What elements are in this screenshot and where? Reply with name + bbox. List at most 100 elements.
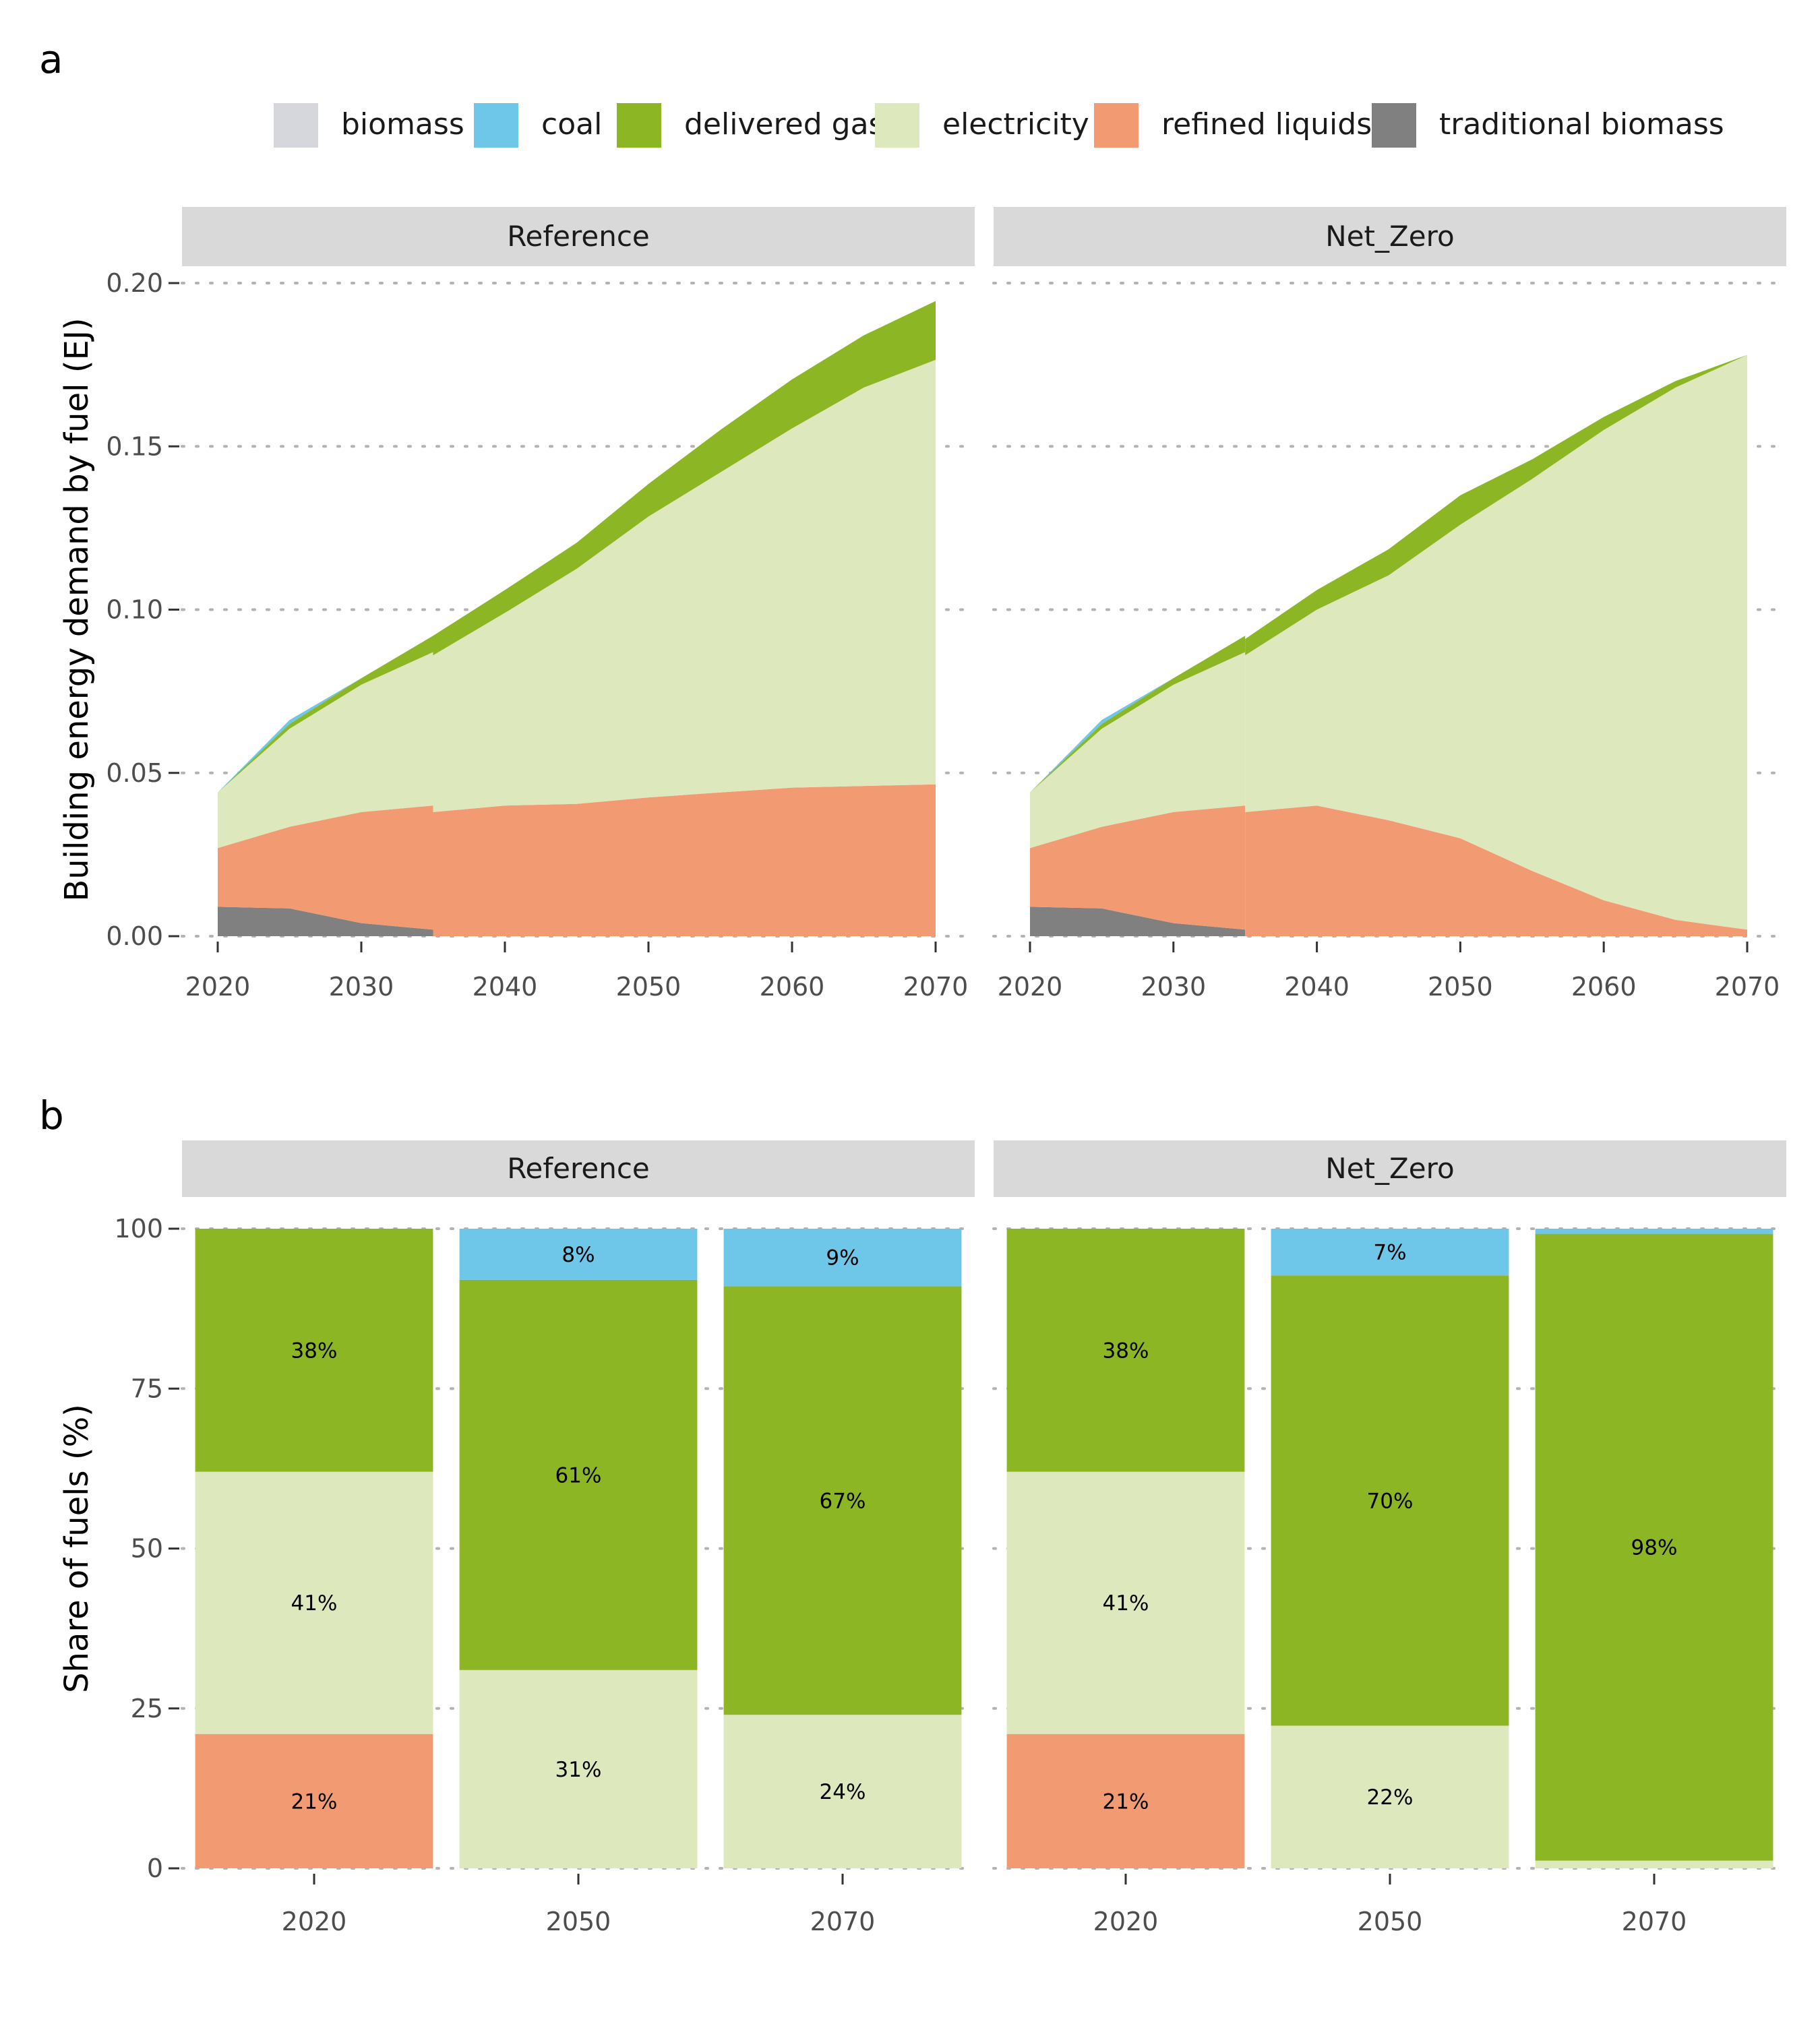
x-tick-label: 2050 (1428, 972, 1493, 1002)
bar-segment-delivered-gas (723, 1286, 962, 1715)
area-refined-liquids (218, 805, 433, 930)
bar-value-label: 8% (562, 1243, 595, 1267)
panel-label-a: a (39, 36, 63, 82)
panel-b-bars-net-zero: 21% 41% 38% 22% 70% 7% 98% (1006, 1229, 1773, 1868)
y-tick-label: 0.10 (106, 595, 163, 625)
bar-segment-delivered-gas (459, 1279, 698, 1670)
bar-segment-coal (459, 1229, 698, 1280)
panel-label-b: b (39, 1093, 64, 1138)
x-tick-label: 2030 (1141, 972, 1206, 1002)
x-tick-label: 2030 (329, 972, 394, 1002)
panel-b-y-axis-title: Share of fuels (%) (58, 1404, 96, 1693)
facet-strip-reference: Reference (182, 207, 975, 266)
bar-segment-delivered-gas (1006, 1229, 1245, 1472)
legend-key-coal (474, 103, 518, 148)
y-tick-label: 0.15 (106, 431, 163, 461)
bar-value-label: 67% (820, 1489, 866, 1513)
facet-strip-label: Reference (507, 220, 650, 253)
bar-segment-electricity (1271, 1725, 1509, 1868)
x-tick-label: 2070 (810, 1907, 876, 1936)
area-refined-liquids (1030, 805, 1246, 930)
facet-strip-background (182, 1140, 975, 1197)
x-tick-label: 2070 (1715, 972, 1780, 1002)
bar-segment-delivered-gas (195, 1229, 433, 1472)
x-tick-label: 2070 (1622, 1907, 1687, 1936)
bar-value-label: 31% (555, 1758, 602, 1782)
y-tick-label: 0.00 (106, 921, 163, 951)
area-electricity (433, 359, 936, 812)
legend-key-biomass (274, 103, 318, 148)
area-delivered-gas (433, 301, 936, 656)
panel-b-bars-reference: 21% 41% 38% 31% 61% 8% 24% 67% 9% (195, 1229, 962, 1868)
x-tick-label: 2060 (760, 972, 825, 1002)
y-tick-label: 100 (114, 1214, 163, 1244)
facet-strip-reference: Reference (182, 1140, 975, 1197)
legend-label-coal: coal (541, 107, 602, 142)
y-tick-label: 75 (131, 1374, 163, 1403)
panel-a-y-axis-title: Building energy demand by fuel (EJ) (58, 317, 96, 901)
y-tick-label: 0.20 (106, 268, 163, 298)
bar-value-label: 41% (1103, 1591, 1149, 1616)
bar-value-label: 38% (291, 1339, 338, 1363)
facet-strip-background (994, 1140, 1786, 1197)
y-tick-label: 0 (147, 1854, 163, 1883)
x-tick-label: 2040 (1284, 972, 1349, 1002)
area-delivered-gas (218, 636, 433, 793)
bar-value-label: 21% (291, 1789, 338, 1814)
facet-strip-label: Reference (507, 1152, 650, 1185)
bar-segment-electricity (1535, 1860, 1773, 1868)
bar-segment-coal (1271, 1229, 1509, 1276)
bar-segment-refined-liquids (1006, 1734, 1245, 1868)
area-electricity (1245, 355, 1747, 930)
area-refined-liquids (1245, 805, 1747, 936)
bar-segment-electricity (459, 1669, 698, 1868)
x-tick-label: 2040 (473, 972, 538, 1002)
panel-a-areas-net-zero (1030, 355, 1747, 936)
x-tick-label: 2020 (998, 972, 1063, 1002)
bar-segment-electricity (195, 1471, 433, 1734)
x-tick-label: 2070 (903, 972, 969, 1002)
x-tick-label: 2060 (1571, 972, 1637, 1002)
bar-value-label: 70% (1367, 1489, 1414, 1513)
legend-key-delivered-gas (617, 103, 661, 148)
bar-value-label: 21% (1103, 1789, 1149, 1814)
bar-value-label: 9% (826, 1246, 859, 1270)
area-delivered-gas (1245, 355, 1747, 656)
area-electricity (1030, 652, 1246, 849)
x-tick-label: 2020 (185, 972, 251, 1002)
panel-a-x-axis-reference: 2020 2030 2040 2050 2060 2070 (185, 942, 969, 1002)
legend-label-electricity: electricity (942, 107, 1089, 142)
bar-value-label: 38% (1103, 1339, 1149, 1363)
panel-b-x-axis-reference: 2020 2050 2070 (282, 1874, 876, 1936)
legend-key-refined-liquids (1094, 103, 1139, 148)
facet-strip-label: Net_Zero (1325, 220, 1454, 253)
panel-a-y-axis: 0.00 0.05 0.10 0.15 0.20 (106, 268, 179, 951)
bar-value-label: 7% (1373, 1241, 1406, 1265)
legend-label-biomass: biomass (341, 107, 464, 142)
facet-strip-net-zero: Net_Zero (994, 207, 1786, 266)
y-tick-label: 25 (131, 1694, 163, 1723)
y-tick-label: 50 (131, 1534, 163, 1564)
facet-strip-background (182, 207, 975, 266)
bar-value-label: 61% (555, 1463, 602, 1488)
panel-b-x-axis-net-zero: 2020 2050 2070 (1093, 1874, 1687, 1936)
bar-segment-delivered-gas (1271, 1275, 1509, 1726)
x-tick-label: 2020 (282, 1907, 347, 1936)
bar-segment-electricity (1006, 1471, 1245, 1734)
bar-segment-electricity (723, 1715, 962, 1868)
area-delivered-gas (1030, 636, 1246, 793)
x-tick-label: 2050 (546, 1907, 611, 1936)
bar-value-label: 22% (1367, 1785, 1414, 1810)
bar-segment-refined-liquids (195, 1734, 433, 1868)
x-tick-label: 2020 (1093, 1907, 1159, 1936)
legend-label-traditional-biomass: traditional biomass (1439, 107, 1724, 142)
bar-value-label: 98% (1631, 1536, 1678, 1560)
legend: biomass coal delivered gas electricity refin… (274, 103, 1724, 148)
legend-key-electricity (875, 103, 919, 148)
area-electricity (218, 652, 433, 849)
y-tick-label: 0.05 (106, 758, 163, 788)
legend-label-refined-liquids: refined liquids (1161, 107, 1372, 142)
bar-segment-coal (723, 1229, 962, 1287)
panel-b-y-axis: 0 25 50 75 100 (114, 1214, 179, 1883)
